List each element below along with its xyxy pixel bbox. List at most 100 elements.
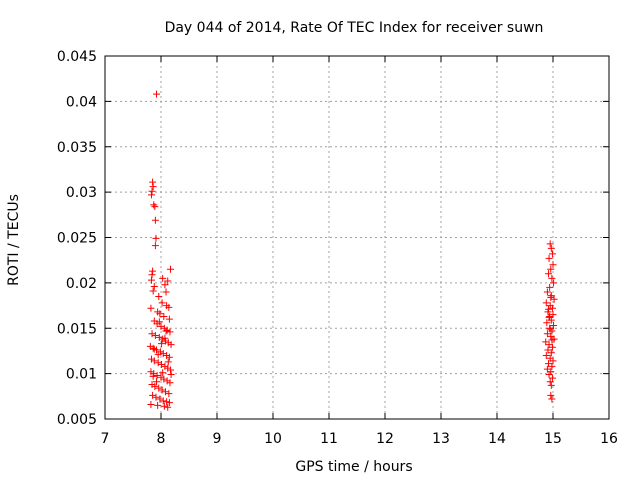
data-point-marker [147,304,155,312]
data-point-marker [164,277,172,285]
data-point-marker [164,358,172,366]
data-point-marker [159,274,167,282]
data-point-marker [149,391,157,399]
data-point-marker [548,274,556,282]
x-tick-label: 11 [320,431,338,447]
data-point-marker [547,316,555,324]
data-point-marker [149,372,157,380]
data-point-marker [149,267,157,275]
data-point-marker [547,391,555,399]
data-point-marker [160,402,168,410]
data-point-marker [167,265,175,273]
data-point-marker [151,332,159,340]
data-point-marker [165,399,173,407]
data-point-marker [547,292,555,300]
data-point-marker [550,279,558,287]
y-tick-label: 0.045 [57,49,97,65]
data-point-marker [164,403,172,411]
data-point-marker [547,381,555,389]
data-point-marker [161,281,169,289]
data-point-marker [549,261,557,269]
data-point-marker [546,283,554,291]
data-points [146,90,558,411]
data-point-marker [153,378,161,386]
data-point-marker [162,327,170,335]
data-point-marker [165,390,173,398]
data-point-marker [546,325,554,333]
axis-ticks [104,55,610,420]
data-point-marker [161,388,169,396]
x-tick-label: 12 [376,431,394,447]
data-point-marker [147,276,155,284]
data-point-marker [165,353,173,361]
data-point-marker [548,374,556,382]
y-tick-label: 0.025 [57,231,97,247]
data-point-marker [153,371,161,379]
x-tick-label: 14 [488,431,506,447]
data-point-marker [550,322,558,330]
data-point-marker [150,283,158,291]
x-tick-label: 15 [544,431,562,447]
data-point-marker [155,333,163,341]
y-axis-title: ROTI / TECUs [6,194,22,286]
data-point-marker [548,343,556,351]
data-point-marker [162,288,170,296]
data-point-marker [543,319,551,327]
data-point-marker [167,371,175,379]
x-axis-tick-labels: 7 8 9 10 11 12 13 14 15 16 [101,431,618,447]
data-point-marker [156,395,164,403]
data-point-marker [149,344,157,352]
y-tick-label: 0.03 [66,185,97,201]
data-point-marker [152,234,160,242]
data-point-marker [148,330,156,338]
data-point-marker [547,265,555,273]
data-point-marker [550,295,558,303]
data-point-marker [149,287,157,295]
data-point-marker [157,322,165,330]
data-point-marker [154,351,162,359]
data-point-marker [154,359,162,367]
data-point-marker [548,395,556,403]
data-point-marker [150,201,158,209]
x-axis-title: GPS time / hours [295,459,412,475]
data-point-marker [548,336,556,344]
y-tick-label: 0.035 [57,140,97,156]
data-point-marker [159,397,167,405]
data-point-marker [151,216,159,224]
data-point-marker [159,369,167,377]
data-point-marker [545,270,553,278]
y-tick-label: 0.01 [66,367,97,383]
x-tick-label: 9 [213,431,222,447]
data-point-marker [161,334,169,342]
data-point-marker [148,271,156,279]
x-tick-label: 13 [432,431,450,447]
y-tick-label: 0.02 [66,276,97,292]
data-point-marker [160,312,168,320]
data-point-marker [547,349,555,357]
x-tick-label: 7 [101,431,110,447]
data-point-marker [549,311,557,319]
data-point-marker [547,244,555,252]
data-point-marker [159,350,167,358]
data-point-marker [549,357,557,365]
data-point-marker [545,371,553,379]
data-point-marker [147,400,155,408]
data-point-marker [542,299,550,307]
data-point-marker [158,361,166,369]
data-point-marker [154,401,162,409]
y-tick-label: 0.015 [57,321,97,337]
data-point-marker [151,203,159,211]
x-tick-label: 10 [264,431,282,447]
grid-lines [105,56,609,419]
data-point-marker [151,242,159,250]
data-point-marker [155,318,163,326]
x-tick-label: 16 [600,431,618,447]
data-point-marker [167,366,175,374]
data-point-marker [545,254,553,262]
data-point-marker [548,327,556,335]
data-point-marker [165,315,173,323]
data-point-marker [158,299,166,307]
data-point-marker [151,382,159,390]
x-tick-label: 8 [157,431,166,447]
data-point-marker [165,303,173,311]
